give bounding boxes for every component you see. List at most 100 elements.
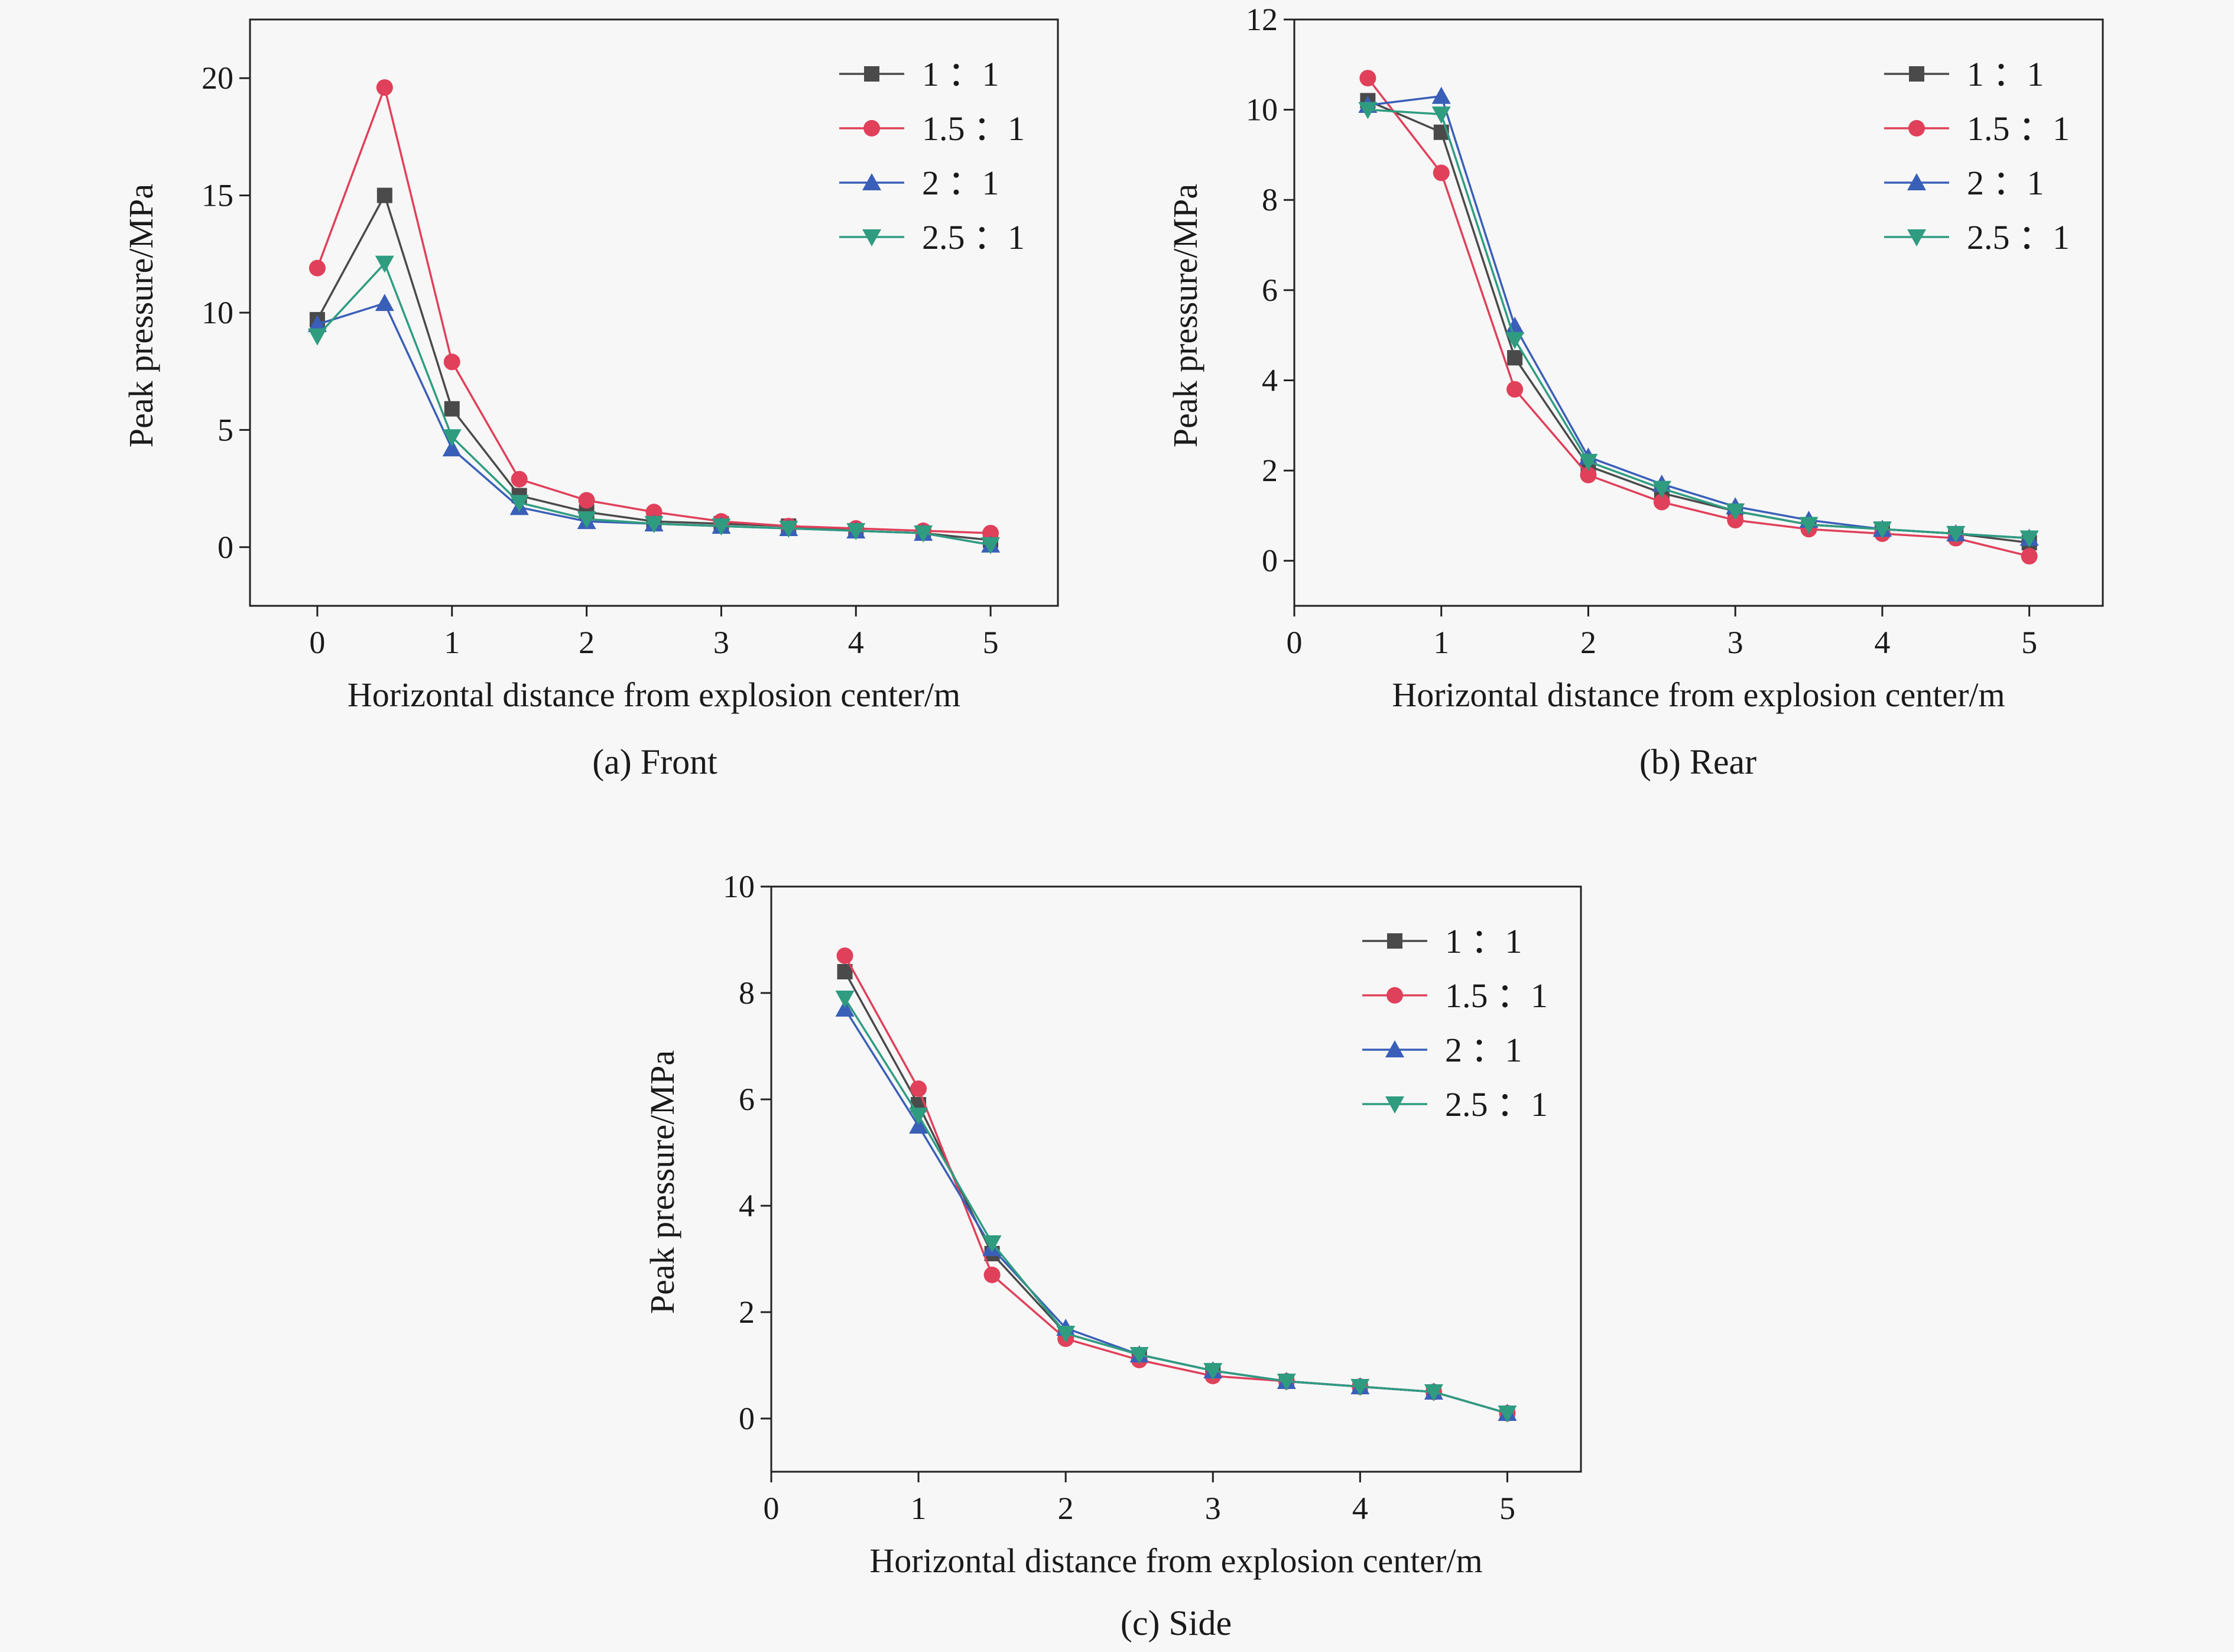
plot-frame xyxy=(1293,18,2104,607)
legend-marker xyxy=(1385,1040,1404,1057)
data-point xyxy=(1433,164,1450,181)
caption-rear: (b) Rear xyxy=(1639,742,1757,781)
data-point xyxy=(1203,1363,1223,1380)
x-tick-label: 0 xyxy=(309,625,325,660)
legend-marker xyxy=(1908,120,1925,137)
data-point xyxy=(1946,525,1966,543)
y-tick-label: 5 xyxy=(217,412,233,447)
x-tick-label: 3 xyxy=(713,625,729,660)
series-line xyxy=(844,998,1508,1414)
y-tick-label: 2 xyxy=(1262,453,1278,488)
data-point xyxy=(712,518,731,536)
y-axis-label: Peak pressure/MPa xyxy=(122,184,160,447)
legend-label: 2.5 ：1 xyxy=(922,218,1025,257)
x-tick-label: 5 xyxy=(983,625,999,660)
data-point xyxy=(1359,70,1376,87)
y-tick-label: 10 xyxy=(1246,92,1278,128)
data-point xyxy=(836,947,853,964)
data-point xyxy=(1056,1326,1076,1343)
data-point xyxy=(578,492,595,509)
legend-label: 1 ：1 xyxy=(1445,922,1522,960)
legend-marker xyxy=(1909,66,1924,82)
data-point xyxy=(2019,530,2039,548)
x-tick-label: 5 xyxy=(1499,1491,1515,1526)
legend-label: 2 ：1 xyxy=(922,164,999,202)
series-line xyxy=(1368,95,2030,540)
x-tick-label: 2 xyxy=(1058,1491,1074,1526)
y-tick-label: 0 xyxy=(217,530,233,565)
legend-marker xyxy=(1386,987,1403,1004)
data-point xyxy=(307,328,327,346)
data-point xyxy=(1431,106,1451,124)
legend-label: 1.5 ：1 xyxy=(1445,976,1548,1015)
legend-marker xyxy=(1907,229,1926,246)
chart-front: 0 1 2 3 4 5 0 5 10 15 20 Horizontal distance from e… xyxy=(122,18,1059,714)
data-point xyxy=(1872,521,1892,539)
x-tick-label: 2 xyxy=(1580,625,1596,660)
series-line xyxy=(844,971,1508,1414)
data-point xyxy=(1580,466,1597,483)
data-point xyxy=(1653,494,1670,511)
data-point xyxy=(577,511,596,529)
data-point xyxy=(443,353,460,371)
series-line xyxy=(844,1008,1508,1414)
data-point xyxy=(909,1108,928,1125)
chart-side: 0 1 2 3 4 5 0 2 4 6 8 10 Horizontal distance from ex… xyxy=(643,869,1582,1580)
legend-marker xyxy=(1385,1096,1404,1114)
data-point xyxy=(376,79,393,96)
x-tick-label: 4 xyxy=(848,625,864,660)
x-tick-label: 3 xyxy=(1205,1491,1221,1526)
y-tick-label: 15 xyxy=(202,178,233,213)
series-line xyxy=(1366,77,2030,557)
y-axis-label: Peak pressure/MPa xyxy=(643,1050,681,1314)
legend-label: 2 ：1 xyxy=(1445,1031,1522,1069)
data-point xyxy=(511,470,528,488)
y-tick-label: 0 xyxy=(1262,543,1278,579)
y-axis-label: Peak pressure/MPa xyxy=(1166,184,1204,447)
data-point xyxy=(1507,350,1523,366)
data-point xyxy=(779,521,798,538)
y-tick-label: 12 xyxy=(1246,2,1278,37)
y-tick-label: 6 xyxy=(739,1082,755,1117)
data-point xyxy=(1129,1347,1149,1364)
y-tick-label: 20 xyxy=(202,60,233,96)
x-tick-label: 0 xyxy=(764,1491,780,1526)
series-line xyxy=(316,193,991,541)
data-point xyxy=(309,259,326,277)
caption-side: (c) Side xyxy=(1120,1604,1232,1643)
y-tick-label: 8 xyxy=(739,975,755,1011)
legend-label: 2.5 ：1 xyxy=(1445,1085,1548,1124)
data-point xyxy=(1277,1374,1296,1391)
series-line xyxy=(844,955,1508,1414)
y-tick-label: 4 xyxy=(1262,362,1278,398)
x-axis-label: Horizontal distance from explosion cente… xyxy=(348,676,960,714)
data-point xyxy=(1505,332,1525,349)
data-point xyxy=(982,1235,1002,1252)
data-point xyxy=(835,999,855,1017)
legend-label: 1.5 ：1 xyxy=(1967,109,2070,148)
data-point xyxy=(1505,316,1525,334)
legend-label: 2 ：1 xyxy=(1967,164,2044,202)
x-tick-label: 5 xyxy=(2021,625,2037,660)
x-axis-label: Horizontal distance from explosion cente… xyxy=(869,1541,1482,1580)
data-point xyxy=(644,516,664,534)
legend-marker xyxy=(864,66,879,82)
data-point xyxy=(1799,517,1819,534)
x-tick-label: 2 xyxy=(579,625,595,660)
series-line xyxy=(316,261,991,546)
data-point xyxy=(1726,503,1745,521)
y-tick-label: 10 xyxy=(723,869,755,904)
legend-marker xyxy=(863,120,880,137)
x-tick-label: 4 xyxy=(1352,1491,1368,1526)
data-point xyxy=(983,1267,1001,1283)
data-point xyxy=(909,1117,928,1134)
data-point xyxy=(981,537,1001,554)
data-point xyxy=(376,187,392,203)
data-point xyxy=(442,439,462,457)
data-point xyxy=(835,991,855,1008)
x-tick-label: 3 xyxy=(1728,625,1743,660)
data-point xyxy=(509,495,529,512)
y-tick-label: 6 xyxy=(1262,272,1278,308)
